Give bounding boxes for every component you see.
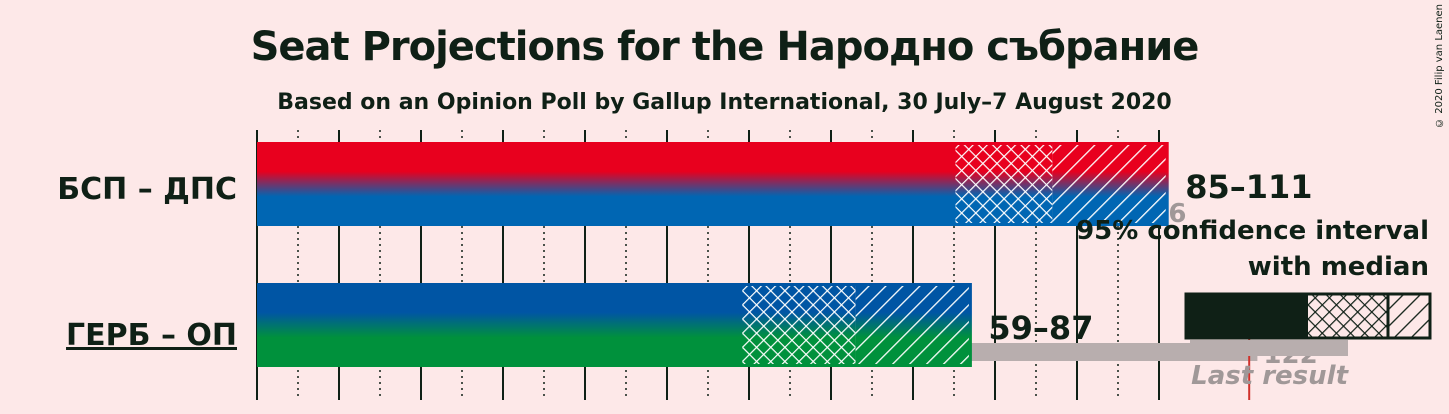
- bar-solid: [257, 142, 954, 226]
- bar-ci-outer-hatch: [1052, 142, 1168, 226]
- legend-ci-outer: [1388, 294, 1430, 338]
- legend-ci-line2: with median: [1247, 252, 1429, 282]
- bar-solid: [257, 283, 741, 367]
- legend-last-result-bar: [1190, 340, 1348, 356]
- range-label: 59–87: [988, 309, 1093, 347]
- legend-outline: [1184, 292, 1432, 340]
- legend-last-result-label: Last result: [1191, 361, 1349, 391]
- range-label: 85–111: [1185, 168, 1312, 206]
- chart-subtitle: Based on an Opinion Poll by Gallup Inter…: [277, 90, 1172, 115]
- bar-ci-outer-hatch: [855, 283, 971, 367]
- party-label-bsp-dps: БСП – ДПС: [57, 172, 237, 207]
- party-label-gerb-op: ГЕРБ – ОП: [66, 318, 237, 353]
- bar-ci-inner-hatch: [740, 283, 856, 367]
- bar-ci-outline: [952, 142, 1169, 226]
- legend-ci-line1: 95% confidence interval: [1076, 216, 1429, 246]
- legend-ci-inner: [1308, 294, 1388, 338]
- legend-solid: [1186, 294, 1308, 338]
- party-row: 10685–111: [257, 142, 1313, 229]
- party-row: 12259–87: [257, 283, 1318, 370]
- bar-ci-inner-hatch: [954, 142, 1053, 226]
- chart-title: Seat Projections for the Народно събрани…: [250, 24, 1200, 70]
